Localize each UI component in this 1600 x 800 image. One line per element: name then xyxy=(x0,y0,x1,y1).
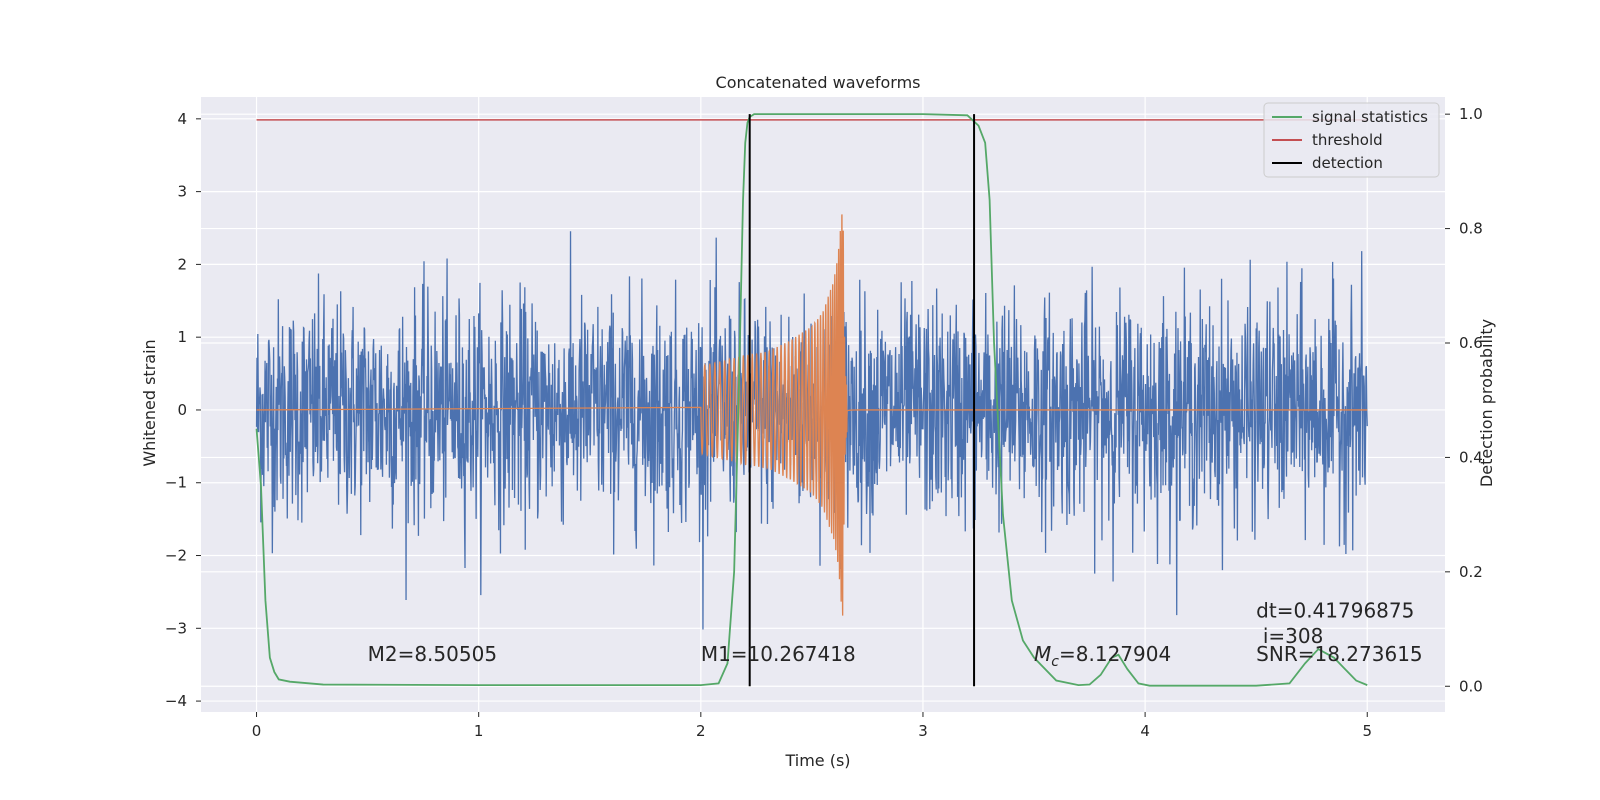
strain-noise-line xyxy=(255,231,1368,630)
annotation-text: M2=8.50505 xyxy=(368,642,497,666)
y2-tick-label: 0.8 xyxy=(1459,220,1483,238)
x-axis: 0 1 2 3 4 5 xyxy=(252,712,1372,740)
annotations: M2=8.50505 M1=10.267418 Mc=8.127904 dt=0.41… xyxy=(368,598,1423,670)
signal-statistics-line xyxy=(255,113,1368,687)
y-tick-label: 1 xyxy=(177,328,187,346)
x-tick-label: 3 xyxy=(918,722,928,740)
legend-label: threshold xyxy=(1312,131,1383,149)
annotation-text: i=308 xyxy=(1263,624,1324,648)
y2-tick-label: 1.0 xyxy=(1459,105,1483,123)
template-chirp-line xyxy=(256,214,1368,616)
y-tick-label: 2 xyxy=(177,255,187,273)
legend-box xyxy=(1263,102,1440,178)
y-tick-label: 3 xyxy=(177,183,187,201)
x-tick-label: 0 xyxy=(252,722,262,740)
y-tick-label: −1 xyxy=(165,474,187,492)
legend: signal statistics threshold detection xyxy=(1263,102,1440,178)
x-axis-label: Time (s) xyxy=(784,751,850,770)
annotation-text: SNR=18.273615 xyxy=(1256,642,1422,666)
legend-label: signal statistics xyxy=(1312,108,1428,126)
x-tick-label: 2 xyxy=(696,722,706,740)
y-tick-label: −2 xyxy=(165,547,187,565)
y-axis-label: Whitened strain xyxy=(140,339,159,466)
annotation-text: Mc=8.127904 xyxy=(1034,642,1171,670)
y2-tick-label: 0.4 xyxy=(1459,448,1483,466)
annotation-text: M1=10.267418 xyxy=(701,642,856,666)
y-tick-label: −3 xyxy=(165,619,187,637)
x-tick-label: 1 xyxy=(474,722,484,740)
y-tick-label: 0 xyxy=(177,401,187,419)
y2-tick-label: 0.2 xyxy=(1459,563,1483,581)
chart-title: Concatenated waveforms xyxy=(716,73,921,92)
annotation-text: dt=0.41796875 xyxy=(1256,598,1414,622)
traces xyxy=(255,113,1368,687)
y-axis-right: 0.0 0.2 0.4 0.6 0.8 1.0 xyxy=(1445,105,1483,695)
x-tick-label: 4 xyxy=(1140,722,1150,740)
y2-tick-label: 0.6 xyxy=(1459,334,1483,352)
y-tick-label: −4 xyxy=(165,692,187,710)
y-tick-label: 4 xyxy=(177,110,187,128)
x-tick-label: 5 xyxy=(1362,722,1372,740)
legend-label: detection xyxy=(1312,154,1383,172)
y-axis-left: −4 −3 −2 −1 0 1 2 3 4 xyxy=(165,110,201,710)
y2-tick-label: 0.0 xyxy=(1459,677,1483,695)
y2-axis-label: Detection probability xyxy=(1477,319,1496,487)
